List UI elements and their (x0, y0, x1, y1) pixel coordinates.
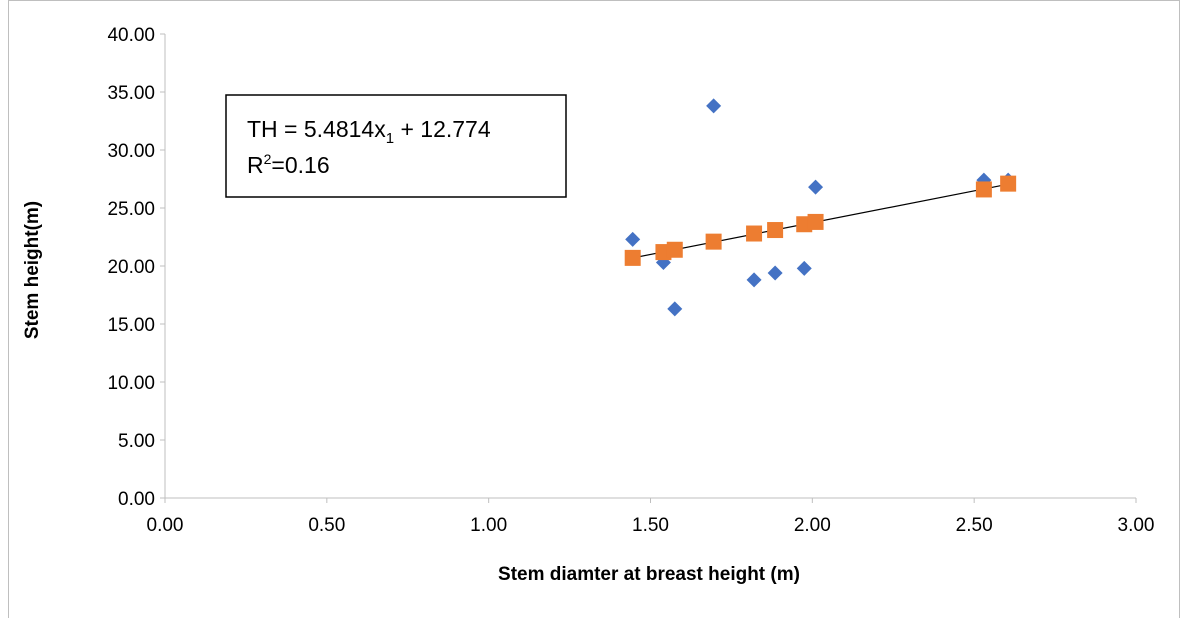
y-tick-label: 40.00 (107, 25, 155, 46)
y-tick-label: 10.00 (107, 373, 155, 394)
diamond-point (746, 272, 762, 288)
y-tick-labels: 0.00 5.00 10.00 15.00 20.00 25.00 30.00 35.00 40… (107, 25, 155, 510)
chart-frame (8, 0, 1180, 618)
y-tick-label: 30.00 (107, 141, 155, 162)
square-point (807, 213, 824, 230)
square-point (767, 222, 784, 239)
y-tick-label: 25.00 (107, 199, 155, 220)
equation-prefix: TH = 5.4814x (247, 116, 386, 142)
x-tick-label: 1.50 (632, 515, 669, 536)
r2-prefix: R (247, 152, 264, 178)
diamond-point (706, 98, 722, 114)
x-tick-label: 2.00 (794, 515, 831, 536)
x-tick-labels: 0.00 0.50 1.00 1.50 2.00 2.50 3.00 (147, 515, 1155, 536)
diamond-point (767, 265, 783, 281)
y-tick-label: 15.00 (107, 315, 155, 336)
y-tick-label: 5.00 (118, 431, 155, 452)
diamond-point (808, 179, 824, 195)
square-point (624, 249, 641, 266)
points-layer (624, 98, 1017, 317)
x-tick-label: 0.00 (147, 515, 184, 536)
equation-box: TH = 5.4814x1 + 12.774 R2=0.16 (225, 94, 567, 198)
diamond-point (655, 255, 671, 271)
y-tick-label: 20.00 (107, 257, 155, 278)
r-squared-line: R2=0.16 (247, 151, 330, 178)
r2-superscript: 2 (264, 151, 272, 167)
diamond-point (667, 301, 683, 317)
x-tick-label: 3.00 (1118, 515, 1155, 536)
equation-subscript: 1 (386, 130, 394, 147)
equation-suffix: + 12.774 (394, 116, 491, 142)
square-point (975, 181, 992, 198)
x-tick-label: 0.50 (308, 515, 345, 536)
y-tick-label: 0.00 (118, 489, 155, 510)
r2-suffix: =0.16 (271, 152, 329, 178)
tick-marks (160, 33, 1137, 503)
y-tick-label: 35.00 (107, 83, 155, 104)
x-tick-label: 2.50 (956, 515, 993, 536)
square-point (1000, 175, 1017, 192)
diamond-point (796, 260, 812, 276)
diamond-point (625, 231, 641, 247)
equation-box-border (225, 94, 567, 198)
y-axis-title: Stem height(m) (22, 201, 43, 339)
square-point (666, 241, 683, 258)
equation-line: TH = 5.4814x1 + 12.774 (247, 116, 491, 147)
square-point (746, 225, 763, 242)
x-axis-title: Stem diamter at breast height (m) (498, 564, 800, 585)
square-point (705, 233, 722, 250)
x-tick-label: 1.00 (470, 515, 507, 536)
